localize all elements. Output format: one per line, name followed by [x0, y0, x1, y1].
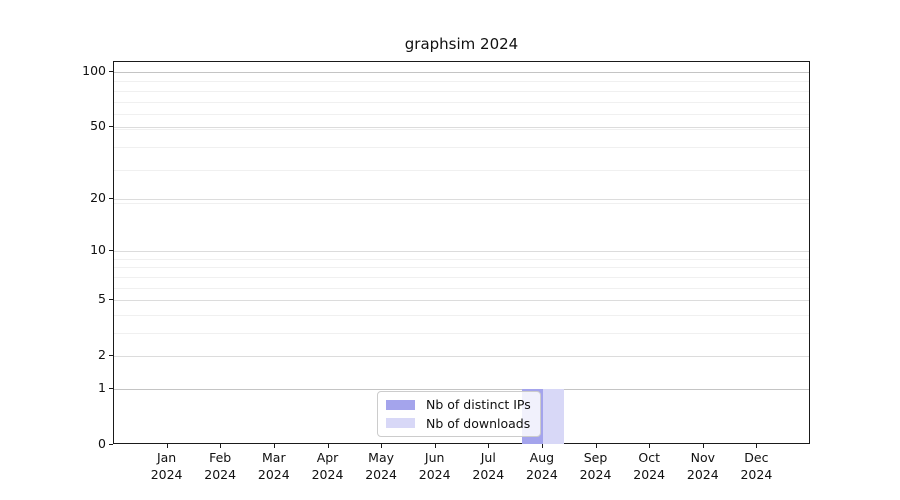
bar-downloads-aug: [542, 389, 565, 444]
chart-title: graphsim 2024: [404, 35, 519, 53]
gridline-minor-19: [114, 202, 809, 204]
y-tick-label-100: 100: [82, 63, 106, 78]
y-tick-mark-1: [109, 388, 113, 389]
x-tick-mark-jul: [488, 444, 490, 448]
y-tick-label-5: 5: [98, 291, 106, 307]
gridline-major-100: [114, 72, 809, 73]
legend-swatch-distinct-ips: [386, 399, 415, 410]
x-tick-label-mar: Mar 2024: [257, 450, 290, 482]
y-tick-mark-20: [109, 197, 113, 199]
x-tick-mark-jun: [434, 444, 436, 448]
x-tick-label-oct: Oct 2024: [633, 450, 666, 482]
x-tick-label-nov: Nov 2024: [686, 450, 719, 482]
legend: Nb of distinct IPs Nb of downloads: [377, 391, 541, 437]
x-tick-label-jun: Jun 2024: [418, 450, 451, 482]
y-tick-mark-2: [109, 355, 113, 357]
x-tick-mark-may: [381, 444, 383, 448]
gridline-minor-69: [114, 101, 809, 103]
gridline-major-10: [114, 251, 809, 253]
gridline-minor-79: [114, 90, 809, 92]
y-tick-label-0: 0: [98, 436, 106, 451]
y-tick-mark-10: [109, 250, 113, 252]
y-tick-mark-0: [109, 444, 113, 445]
gridline-minor-59: [114, 114, 809, 116]
x-tick-mark-sep: [595, 444, 597, 448]
y-tick-label-2: 2: [98, 347, 106, 363]
gridline-major-5: [114, 300, 809, 302]
gridline-major-1: [114, 389, 809, 390]
x-tick-mark-mar: [273, 444, 275, 448]
gridline-minor-9: [114, 258, 809, 260]
x-tick-mark-nov: [702, 444, 704, 448]
legend-label-downloads: Nb of downloads: [426, 415, 531, 431]
x-tick-mark-feb: [220, 444, 222, 448]
plot-area: [113, 61, 810, 444]
gridline-minor-89: [114, 81, 809, 83]
y-tick-mark-5: [109, 299, 113, 301]
gridline-minor-4: [114, 314, 809, 316]
x-tick-mark-apr: [327, 444, 329, 448]
x-tick-mark-jan: [166, 444, 168, 448]
gridline-minor-39: [114, 146, 809, 148]
x-tick-mark-aug: [541, 444, 543, 448]
x-tick-label-feb: Feb 2024: [204, 450, 237, 482]
x-tick-mark-oct: [649, 444, 651, 448]
x-tick-label-jan: Jan 2024: [150, 450, 183, 482]
gridline-major-50: [114, 127, 809, 129]
y-tick-label-10: 10: [90, 242, 106, 258]
gridline-major-2: [114, 356, 809, 358]
gridline-minor-7: [114, 276, 809, 278]
gridline-minor-49: [114, 128, 809, 130]
x-tick-label-aug: Aug 2024: [525, 450, 558, 482]
y-tick-mark-50: [109, 126, 113, 128]
y-tick-mark-100: [109, 71, 113, 72]
x-tick-mark-dec: [756, 444, 758, 448]
legend-label-distinct-ips: Nb of distinct IPs: [426, 397, 531, 413]
gridline-minor-29: [114, 170, 809, 172]
x-tick-label-may: May 2024: [365, 450, 397, 482]
y-tick-label-1: 1: [98, 380, 106, 395]
gridline-minor-8: [114, 267, 809, 269]
x-tick-label-dec: Dec 2024: [740, 450, 773, 482]
x-tick-label-apr: Apr 2024: [311, 450, 344, 482]
gridline-minor-6: [114, 287, 809, 289]
legend-row-distinct-ips: Nb of distinct IPs: [386, 397, 540, 412]
gridline-minor-3: [114, 333, 809, 334]
x-tick-label-sep: Sep 2024: [579, 450, 612, 482]
y-tick-label-50: 50: [90, 118, 106, 134]
legend-swatch-downloads: [386, 418, 415, 429]
y-tick-label-20: 20: [90, 189, 106, 205]
legend-row-downloads: Nb of downloads: [386, 416, 540, 431]
x-tick-label-jul: Jul 2024: [472, 450, 505, 482]
gridline-major-20: [114, 198, 809, 200]
